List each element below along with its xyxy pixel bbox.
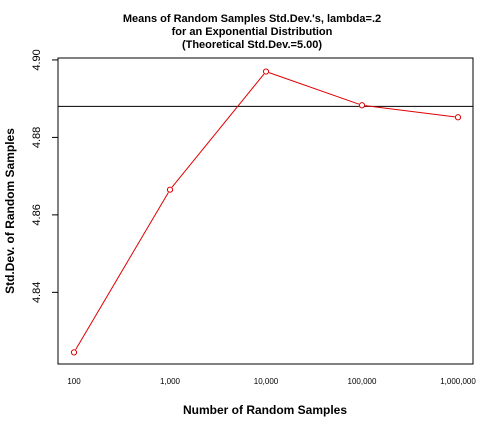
x-tick-label: 100,000	[348, 377, 377, 386]
series-line-segment	[365, 105, 455, 118]
series-line-segment	[268, 72, 360, 105]
x-axis: 100 1,000 10,000 100,000 1,000,000	[67, 377, 476, 386]
y-tick-label: 4.84	[31, 282, 43, 303]
chart-title-line-3: (Theoretical Std.Dev.=5.00)	[182, 39, 322, 51]
x-tick-label: 1,000,000	[440, 377, 476, 386]
series-line-segment	[75, 192, 169, 350]
y-axis: 4.84 4.86 4.88 4.90	[31, 49, 58, 303]
data-point	[166, 186, 174, 193]
data-point	[358, 102, 366, 109]
chart-title-line-1: Means of Random Samples Std.Dev.'s, lamb…	[123, 13, 381, 25]
x-tick-label: 100	[67, 377, 81, 386]
series-layer	[70, 68, 462, 356]
y-tick-label: 4.86	[31, 204, 43, 225]
x-tick-label: 1,000	[160, 377, 181, 386]
x-axis-label: Number of Random Samples	[183, 403, 347, 417]
x-tick-label: 10,000	[254, 377, 279, 386]
series-line-segment	[171, 73, 265, 188]
data-point	[70, 349, 78, 356]
chart-title-line-2: for an Exponential Distribution	[172, 26, 333, 38]
y-axis-label: Std.Dev. of Random Samples	[3, 128, 17, 294]
y-tick-label: 4.88	[31, 127, 43, 148]
data-point	[454, 114, 462, 121]
data-point	[262, 68, 270, 75]
y-tick-label: 4.90	[31, 49, 43, 70]
plot-frame	[57, 57, 474, 365]
